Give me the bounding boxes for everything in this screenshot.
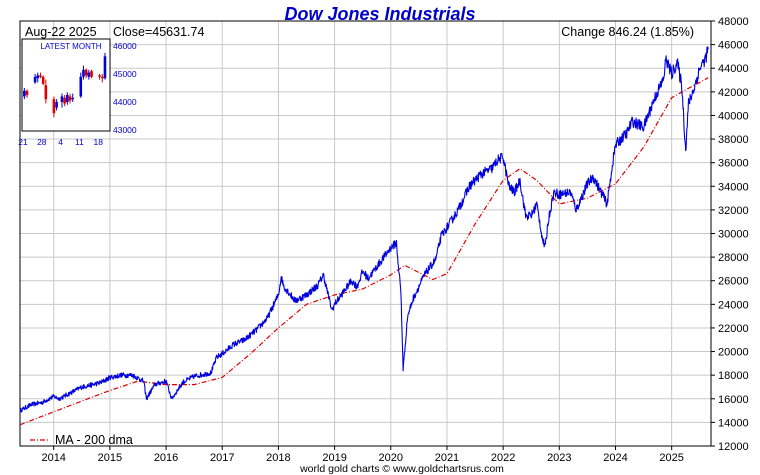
y-tick-label: 36000 [718,158,749,170]
y-tick-label: 20000 [718,347,749,359]
inset-x-axis: 21 28 4 11 18 [18,137,103,147]
inset-x-tick-label: 4 [58,137,63,147]
x-tick-label: 2022 [491,452,515,464]
inset-title: LATEST MONTH [40,42,101,51]
y-tick-label: 32000 [718,205,749,217]
header-change: Change 846.24 (1.85%) [561,25,694,39]
header-close: Close=45631.74 [113,25,204,39]
inset-candle-body [52,99,56,114]
y-tick-label: 16000 [718,394,749,406]
x-tick-label: 2019 [322,452,346,464]
y-tick-label: 34000 [718,181,749,193]
inset-candle-body [82,69,85,77]
inset-candle-body [60,96,64,102]
y-tick-label: 14000 [718,417,749,429]
y-tick-label: 28000 [718,252,749,264]
inset-frame [21,38,111,132]
inset-candle-body [98,75,101,77]
legend: MA - 200 dma [30,433,133,447]
inset-y-tick-label: 43000 [113,125,137,135]
inset-candle-body [87,72,91,77]
y-tick-label: 42000 [718,87,749,99]
inset-candle-body [25,90,29,95]
inset-candle-body [79,76,83,97]
y-tick-label: 48000 [718,16,749,28]
inset-x-tick-label: 11 [75,137,84,147]
inset-y-tick-label: 46000 [113,41,137,51]
inset-candle-body [41,76,45,84]
x-tick-label: 2018 [266,452,290,464]
x-tick-label: 2016 [154,452,178,464]
inset-candle-body [71,97,75,100]
inset-candle-body [100,76,104,79]
x-tick-label: 2023 [547,452,571,464]
y-tick-label: 38000 [718,134,749,146]
price-line [19,46,709,413]
inset-candle-body [36,75,40,79]
inset-candle-body [44,85,48,100]
x-tick-label: 2020 [379,452,403,464]
y-tick-label: 44000 [718,63,749,75]
inset-candle-body [23,90,26,97]
inset-x-tick-label: 28 [37,137,47,147]
inset-candle-body [63,97,66,104]
inset-candle-body [66,95,69,102]
y-tick-label: 46000 [718,40,749,52]
inset-candle-body [84,69,88,76]
ma-line [19,77,709,426]
y-tick-label: 12000 [718,441,749,453]
inset-y-tick-label: 44000 [113,97,137,107]
inset-candle-body [68,96,72,101]
y-tick-label: 18000 [718,370,749,382]
footer-credit: world gold charts © www.goldchartsrus.co… [299,463,504,475]
y-tick-label: 40000 [718,110,749,122]
x-tick-label: 2025 [659,452,683,464]
inset-candle-body [90,71,93,77]
y-tick-label: 30000 [718,229,749,241]
header-date: Aug-22 2025 [25,25,97,39]
x-tick-label: 2015 [98,452,122,464]
inset-x-tick-label: 18 [94,137,104,147]
inset-y-tick-label: 45000 [113,69,137,79]
x-tick-label: 2024 [603,452,627,464]
inset-candle-body [39,75,42,77]
x-tick-label: 2017 [210,452,234,464]
inset-y-axis: 43000 44000 45000 46000 [113,41,137,135]
legend-label: MA - 200 dma [55,433,133,447]
grid [20,21,711,446]
x-tick-label: 2014 [41,452,65,464]
chart-title: Dow Jones Industrials [284,4,475,24]
x-tick-label: 2021 [435,452,459,464]
y-axis: 12000 14000 16000 18000 20000 22000 24000 26000… [711,16,749,453]
inset-x-tick-label: 21 [18,137,28,147]
y-tick-label: 24000 [718,299,749,311]
inset-candles [23,53,107,118]
inset-candle-body [33,76,37,83]
y-tick-label: 26000 [718,276,749,288]
x-axis: 2014 2015 2016 2017 2018 2019 2020 2021 2022 2023… [41,446,684,464]
inset-chart: LATEST MONTH 43000 44000 45000 46000 21 28 4 1… [18,38,137,147]
inset-candle-body [103,56,107,79]
inset-candle-body [55,102,58,108]
y-tick-label: 22000 [718,323,749,335]
